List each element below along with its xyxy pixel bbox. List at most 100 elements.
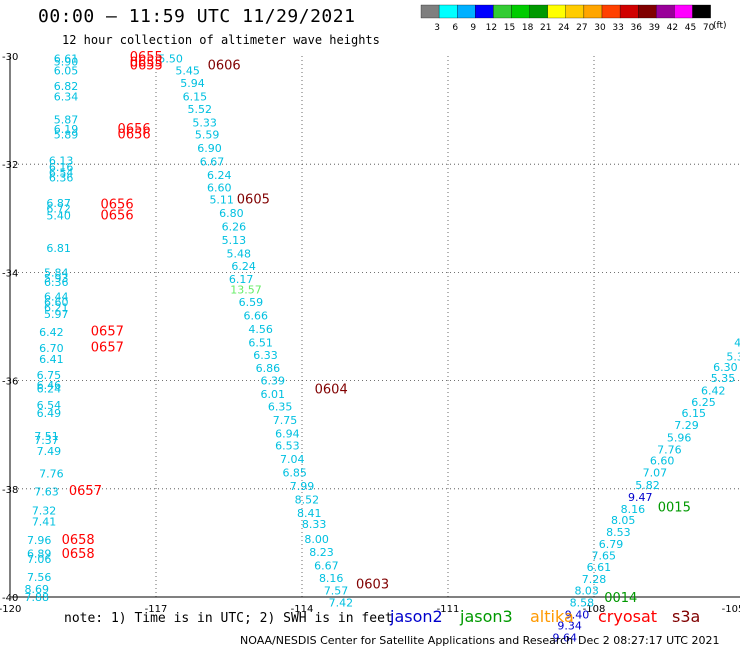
- colorbar-tick-label: 24: [558, 23, 570, 33]
- colorbar-tick-label: 33: [612, 23, 623, 33]
- mission-altika: altika: [530, 607, 574, 626]
- wave-height-value: 6.85: [282, 467, 307, 480]
- wave-height-value: 5.33: [192, 117, 217, 130]
- y-tick-label: -34: [2, 268, 18, 279]
- wave-height-value: 6.30: [713, 361, 738, 374]
- colorbar-unit: (ft): [713, 21, 727, 31]
- colorbar-swatch: [493, 4, 512, 19]
- wave-height-value: 5.40: [46, 210, 71, 223]
- wave-height-value: 6.05: [54, 65, 79, 78]
- wave-height-value: 7.04: [280, 453, 305, 466]
- wave-height-value: 8.53: [606, 526, 631, 539]
- x-tick-label: -117: [145, 604, 168, 615]
- pass-time-label: 0655: [130, 50, 163, 65]
- wave-height-value: 6.53: [275, 440, 300, 453]
- wave-height-value: 6.59: [239, 296, 264, 309]
- wave-height-value: 6.72: [46, 203, 71, 216]
- x-tick-label: -114: [291, 604, 314, 615]
- wave-height-value: 6.49: [37, 407, 62, 420]
- wave-height-value: 8.58: [570, 596, 595, 609]
- wave-height-value: 7.06: [27, 553, 52, 566]
- wave-height-value: 9.64: [553, 632, 578, 645]
- colorbar-swatch: [656, 4, 675, 19]
- wave-height-value: 7.75: [273, 414, 298, 427]
- wave-height-value: 9.34: [557, 620, 582, 633]
- wave-height-value: 5.82: [635, 479, 660, 492]
- wave-height-value: 6.25: [691, 396, 716, 409]
- wave-height-value: 7.28: [582, 573, 607, 586]
- wave-height-value: 13.57: [230, 284, 262, 297]
- wave-height-value: 6.60: [650, 455, 675, 468]
- wave-height-value: 5.11: [209, 193, 234, 206]
- wave-height-value: 6.66: [244, 310, 269, 323]
- generated-timestamp: Dec 2 08:27:17 UTC 2021: [578, 634, 720, 647]
- colorbar-swatch: [529, 4, 548, 19]
- y-tick-label: -30: [2, 52, 18, 63]
- wave-height-value: 6.67: [314, 560, 339, 573]
- wave-height-value: 8.41: [297, 507, 322, 520]
- wave-height-value: 7.07: [643, 467, 668, 480]
- wave-height-value: 8.52: [295, 494, 320, 507]
- pass-time-label: 0656: [101, 198, 134, 213]
- wave-height-value: 6.75: [37, 369, 62, 382]
- wave-height-value: 6.36: [44, 276, 69, 289]
- wave-height-value: 8.03: [574, 585, 599, 598]
- wave-height-value: 6.82: [54, 80, 79, 93]
- pass-time-label: 0657: [69, 484, 102, 499]
- wave-height-value: 6.79: [599, 538, 624, 551]
- wave-height-value: 6.87: [46, 197, 71, 210]
- wave-height-value: 7.96: [27, 534, 52, 547]
- wave-height-value: 8.05: [611, 514, 636, 527]
- pass-time-label: 0014: [604, 591, 637, 606]
- colorbar-tick-label: 21: [540, 23, 551, 33]
- colorbar-swatch: [420, 4, 440, 19]
- wave-height-value: 8.69: [25, 583, 50, 596]
- pass-time-label: 0655: [130, 59, 163, 74]
- wave-height-value: 7.49: [37, 445, 62, 458]
- footnote: note: 1) Time is in UTC; 2) SWH is in fe…: [64, 611, 393, 626]
- pass-time-label: 0657: [91, 324, 124, 339]
- wave-height-value: 7.63: [34, 486, 59, 499]
- colorbar-tick-label: 36: [630, 23, 642, 33]
- x-tick-label: -108: [583, 604, 606, 615]
- pass-time-label: 0605: [237, 192, 270, 207]
- wave-height-value: 7.42: [329, 596, 354, 609]
- wave-height-value: 6.26: [222, 220, 247, 233]
- wave-height-value: 6.24: [207, 169, 232, 182]
- wave-height-value: 6.41: [39, 353, 64, 366]
- wave-height-value: 6.60: [207, 181, 232, 194]
- wave-height-value: 8.33: [302, 518, 327, 531]
- colorbar-swatch: [547, 4, 566, 19]
- pass-time-label: 0655: [130, 55, 163, 70]
- colorbar-tick-label: 9: [470, 23, 476, 33]
- wave-height-value: 8.00: [304, 533, 329, 546]
- wave-height-value: 6.21: [44, 302, 69, 315]
- wave-height-value: 6.34: [54, 91, 79, 104]
- wave-height-value: 5.45: [175, 65, 200, 78]
- x-tick-label: -111: [437, 604, 460, 615]
- pass-time-label: 0606: [208, 59, 241, 74]
- pass-time-label: 0656: [118, 127, 151, 142]
- wave-height-value: 4: [734, 337, 740, 350]
- wave-height-value: 6.46: [37, 379, 62, 392]
- wave-height-value: 7.51: [34, 430, 59, 443]
- colorbar-tick-label: 15: [504, 23, 515, 33]
- wave-height-value: 5.96: [667, 431, 692, 444]
- wave-height-value: 5.87: [54, 113, 79, 126]
- wave-height-value: 6.67: [200, 155, 225, 168]
- mission-s3a: s3a: [672, 607, 701, 626]
- wave-height-value: 5.3: [726, 350, 740, 363]
- wave-height-value: 7.41: [32, 515, 57, 528]
- mission-cryosat: cryosat: [598, 607, 658, 626]
- mission-jason2: jason2: [390, 607, 443, 626]
- wave-height-value: 5.84: [44, 266, 69, 279]
- credit-line: NOAA/NESDIS Center for Satellite Applica…: [240, 634, 574, 647]
- pass-time-label: 0656: [118, 122, 151, 137]
- wave-height-value: 5.50: [158, 53, 183, 66]
- axes: -120 -117 -114 -111 -108 -105 -30 -32 -34 -36 -38 -…: [0, 52, 740, 615]
- wave-height-value: 5.13: [222, 234, 247, 247]
- wave-height-value: 6.35: [268, 401, 293, 414]
- chart-title: 00:00 – 11:59 UTC 11/29/2021: [38, 6, 356, 27]
